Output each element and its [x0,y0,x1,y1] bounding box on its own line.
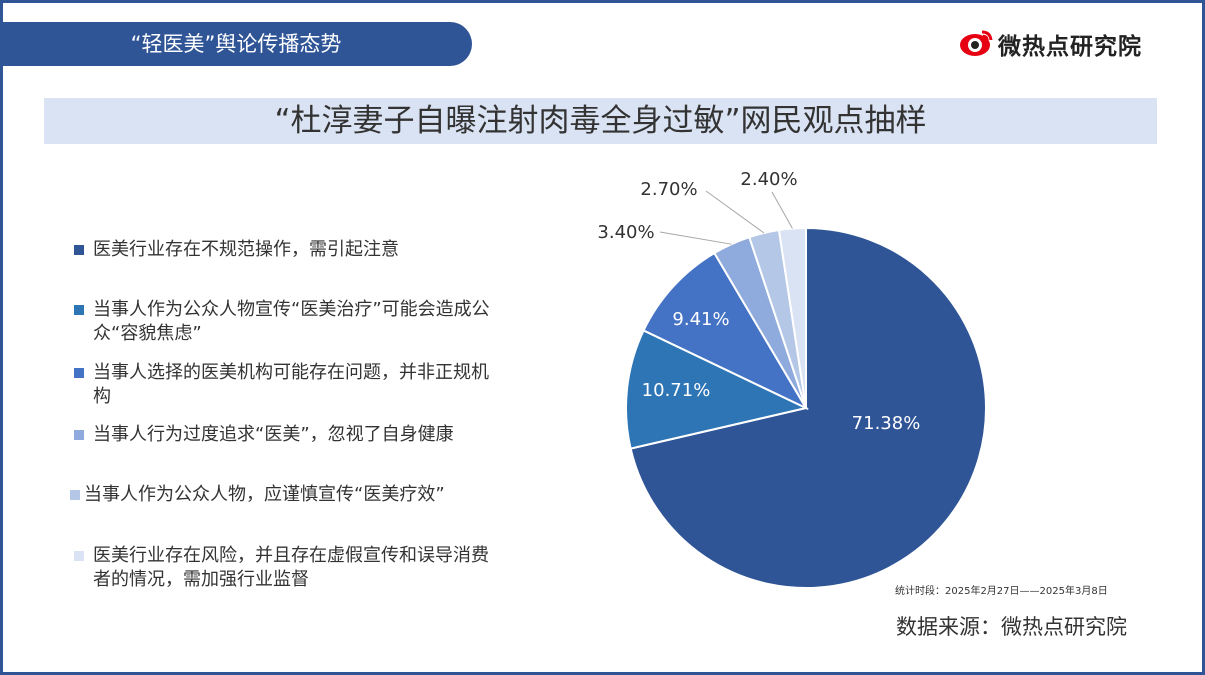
legend-label: 当事人作为公众人物，应谨慎宣传“医美疗效” [84,484,445,505]
period-note: 统计时段：2025年2月27日——2025年3月8日 [895,586,1108,597]
legend-label: 当事人作为公众人物宣传“医美治疗”可能会造成公众“容貌焦虑” [93,299,490,344]
legend-item: 当事人行为过度追求“医美”，忽视了自身健康 [74,423,498,447]
data-source: 数据来源：微热点研究院 [896,615,1127,639]
data-label: 9.41% [672,309,729,330]
legend-swatch [74,430,84,440]
legend-item: 当事人作为公众人物，应谨慎宣传“医美疗效” [70,483,489,507]
title-band: “杜淳妻子自曝注射肉毒全身过敏”网民观点抽样 [44,98,1157,144]
legend-label: 医美行业存在不规范操作，需引起注意 [93,239,399,260]
legend-item: 当事人选择的医美机构可能存在问题，并非正规机构 [74,361,498,409]
data-label: 2.70% [640,179,697,200]
data-label: 71.38% [852,413,921,434]
pie-slice [625,329,810,450]
legend-swatch [70,490,80,500]
section-header-tab: “轻医美”舆论传播态势 [0,22,472,66]
chart-title: “杜淳妻子自曝注射肉毒全身过敏”网民观点抽样 [274,103,927,139]
legend-swatch [74,245,84,255]
legend-swatch [74,551,84,561]
pie-slice [777,226,807,409]
legend-swatch [74,368,84,378]
legend-label: 当事人选择的医美机构可能存在问题，并非正规机构 [93,362,489,407]
section-title: “轻医美”舆论传播态势 [130,32,342,56]
leader-line [771,191,793,229]
legend-label: 当事人行为过度追求“医美”，忽视了自身健康 [93,424,454,445]
legend-item: 医美行业存在不规范操作，需引起注意 [74,238,498,262]
leader-line [659,231,732,245]
pie-slice [642,251,809,411]
legend-label: 医美行业存在风险，并且存在虚假宣传和误导消费者的情况，需加强行业监督 [93,545,489,590]
legend-item: 当事人作为公众人物宣传“医美治疗”可能会造成公众“容貌焦虑” [74,298,498,346]
weibo-eye-icon [960,30,993,56]
data-label: 2.40% [740,169,797,190]
legend-item: 医美行业存在风险，并且存在虚假宣传和误导消费者的情况，需加强行业监督 [74,544,498,592]
leader-line [705,190,765,234]
data-label: 3.40% [597,222,654,243]
legend-swatch [74,305,84,315]
brand-name: 微热点研究院 [998,34,1142,60]
brand-logo: 微热点研究院 [958,22,1142,66]
data-label: 10.71% [642,380,711,401]
